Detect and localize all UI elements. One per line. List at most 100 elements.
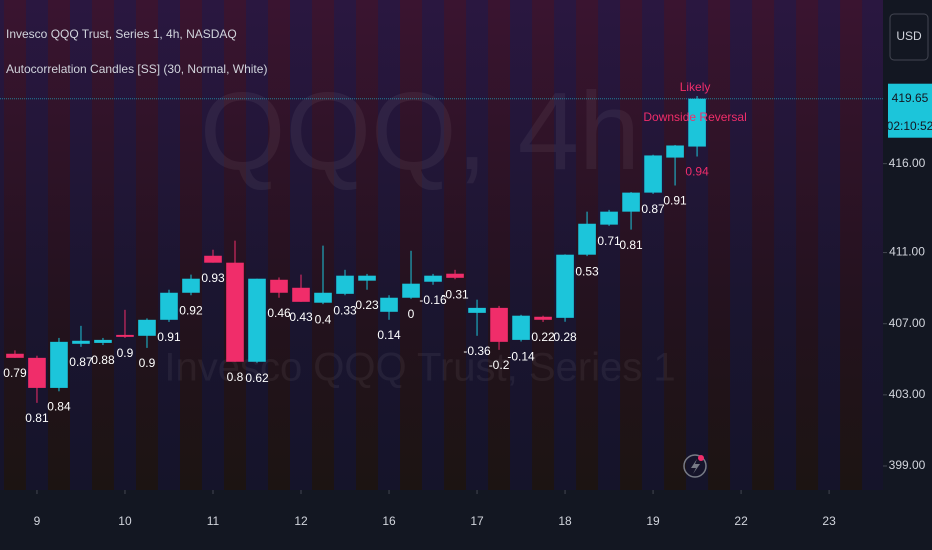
candle-body (226, 262, 244, 362)
band (201, 0, 225, 490)
alert-icon (683, 454, 707, 478)
autocorrelation-label: -0.2 (489, 358, 510, 372)
candle-body (204, 255, 222, 263)
autocorrelation-label: 0.71 (597, 234, 621, 248)
band (245, 0, 269, 490)
band (774, 0, 797, 490)
autocorrelation-label: 0.87 (69, 355, 93, 369)
chart-title: Invesco QQQ Trust, Series 1, 4h, NASDAQ (6, 27, 237, 41)
band (422, 0, 445, 490)
autocorrelation-label: 0.87 (641, 202, 665, 216)
candle-body (292, 287, 310, 302)
band (708, 0, 731, 490)
autocorrelation-label: 0.91 (157, 330, 181, 344)
band (642, 0, 665, 490)
band (510, 0, 533, 490)
currency-label: USD (896, 29, 922, 43)
candle-body (28, 357, 46, 388)
candle-body (490, 307, 508, 342)
autocorrelation-label: 0.23 (355, 298, 379, 312)
candle-body (644, 155, 662, 193)
candle-body (622, 192, 640, 212)
band (3, 0, 27, 490)
candle-body (182, 278, 200, 293)
indicator-title: Autocorrelation Candles [SS] (30, Normal… (6, 62, 267, 76)
autocorrelation-label: 0.28 (553, 330, 577, 344)
x-tick-label: 18 (558, 514, 572, 528)
autocorrelation-label: 0.93 (201, 271, 225, 285)
candle-body (138, 319, 156, 336)
candle-body (468, 307, 486, 313)
autocorrelation-label: -0.36 (463, 344, 491, 358)
candle-body (578, 223, 596, 255)
band (598, 0, 621, 490)
x-tick-label: 16 (382, 514, 396, 528)
autocorrelation-label: 0.88 (91, 353, 115, 367)
autocorrelation-label: 0.84 (47, 399, 71, 413)
candle-body (424, 275, 442, 282)
band (0, 0, 5, 490)
band (752, 0, 775, 490)
band (157, 0, 181, 490)
candle-body (666, 145, 684, 158)
band (840, 0, 863, 490)
band (69, 0, 93, 490)
x-tick-label: 11 (207, 514, 220, 528)
y-tick-label: 416.00 (889, 156, 926, 170)
band (532, 0, 555, 490)
candle-body (380, 297, 398, 312)
band (268, 0, 291, 490)
band (135, 0, 159, 490)
band (796, 0, 819, 490)
price-label: 419.65 (892, 91, 929, 105)
autocorrelation-label: 0.62 (245, 371, 269, 385)
candle-body (688, 98, 706, 147)
band (818, 0, 841, 490)
autocorrelation-label: -0.31 (441, 287, 469, 301)
band (862, 0, 885, 490)
band (179, 0, 203, 490)
autocorrelation-label: -0.16 (419, 293, 447, 307)
x-tick-label: 12 (294, 514, 308, 528)
candle-body (160, 292, 178, 320)
autocorrelation-label: 0.91 (663, 194, 687, 208)
x-tick-label: 22 (734, 514, 748, 528)
candle-body (358, 275, 376, 281)
x-tick-label: 10 (118, 514, 132, 528)
band (356, 0, 379, 490)
band (444, 0, 467, 490)
autocorrelation-label: -0.14 (507, 350, 535, 364)
autocorrelation-label: 0.81 (619, 238, 643, 252)
band (290, 0, 313, 490)
autocorrelation-label: 0.53 (575, 264, 599, 278)
autocorrelation-label: 0.4 (315, 312, 332, 326)
autocorrelation-label: 0.79 (3, 366, 27, 380)
currency-button[interactable] (889, 13, 929, 61)
autocorrelation-label: 0.33 (333, 303, 357, 317)
band (664, 0, 687, 490)
watermark: QQQ, 4h (200, 70, 640, 193)
autocorrelation-label: 0.9 (139, 356, 156, 370)
band (554, 0, 577, 490)
candle-body (50, 341, 68, 388)
autocorrelation-label: 0.46 (267, 306, 291, 320)
candle-body (248, 278, 266, 362)
band (400, 0, 423, 490)
x-tick-label: 23 (822, 514, 836, 528)
autocorrelation-label: 0.22 (531, 330, 555, 344)
autocorrelation-label: 0.14 (377, 328, 401, 342)
y-tick-label: 407.00 (889, 316, 926, 330)
autocorrelation-label: 0.43 (289, 310, 313, 324)
annotation: Likely (680, 80, 711, 94)
y-tick-label: 399.00 (889, 458, 926, 472)
band (686, 0, 709, 490)
candle-body (556, 254, 574, 318)
autocorrelation-label: 0 (408, 307, 415, 321)
price-label-box (888, 83, 932, 138)
band (488, 0, 511, 490)
autocorrelation-label: 0.81 (25, 411, 49, 425)
candle-body (402, 283, 420, 298)
candle-body (116, 334, 134, 337)
band (312, 0, 335, 490)
